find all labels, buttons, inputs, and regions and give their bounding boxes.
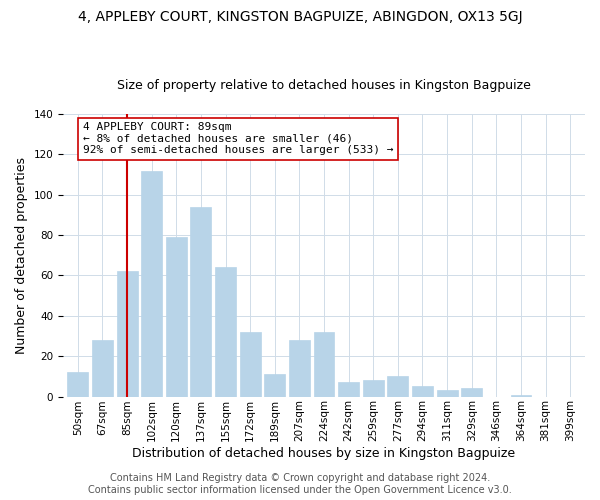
Bar	[116, 272, 137, 396]
Y-axis label: Number of detached properties: Number of detached properties	[15, 157, 28, 354]
Bar	[363, 380, 384, 396]
Bar	[265, 374, 285, 396]
Bar	[338, 382, 359, 396]
Bar	[314, 332, 334, 396]
X-axis label: Distribution of detached houses by size in Kingston Bagpuize: Distribution of detached houses by size …	[133, 447, 515, 460]
Text: 4, APPLEBY COURT, KINGSTON BAGPUIZE, ABINGDON, OX13 5GJ: 4, APPLEBY COURT, KINGSTON BAGPUIZE, ABI…	[77, 10, 523, 24]
Bar	[461, 388, 482, 396]
Bar	[437, 390, 458, 396]
Text: Contains HM Land Registry data © Crown copyright and database right 2024.
Contai: Contains HM Land Registry data © Crown c…	[88, 474, 512, 495]
Title: Size of property relative to detached houses in Kingston Bagpuize: Size of property relative to detached ho…	[117, 79, 531, 92]
Bar	[412, 386, 433, 396]
Bar	[190, 207, 211, 396]
Bar	[511, 394, 532, 396]
Bar	[166, 237, 187, 396]
Bar	[239, 332, 260, 396]
Bar	[67, 372, 88, 396]
Bar	[289, 340, 310, 396]
Bar	[141, 170, 162, 396]
Bar	[92, 340, 113, 396]
Bar	[388, 376, 409, 396]
Text: 4 APPLEBY COURT: 89sqm
← 8% of detached houses are smaller (46)
92% of semi-deta: 4 APPLEBY COURT: 89sqm ← 8% of detached …	[83, 122, 393, 156]
Bar	[215, 268, 236, 396]
